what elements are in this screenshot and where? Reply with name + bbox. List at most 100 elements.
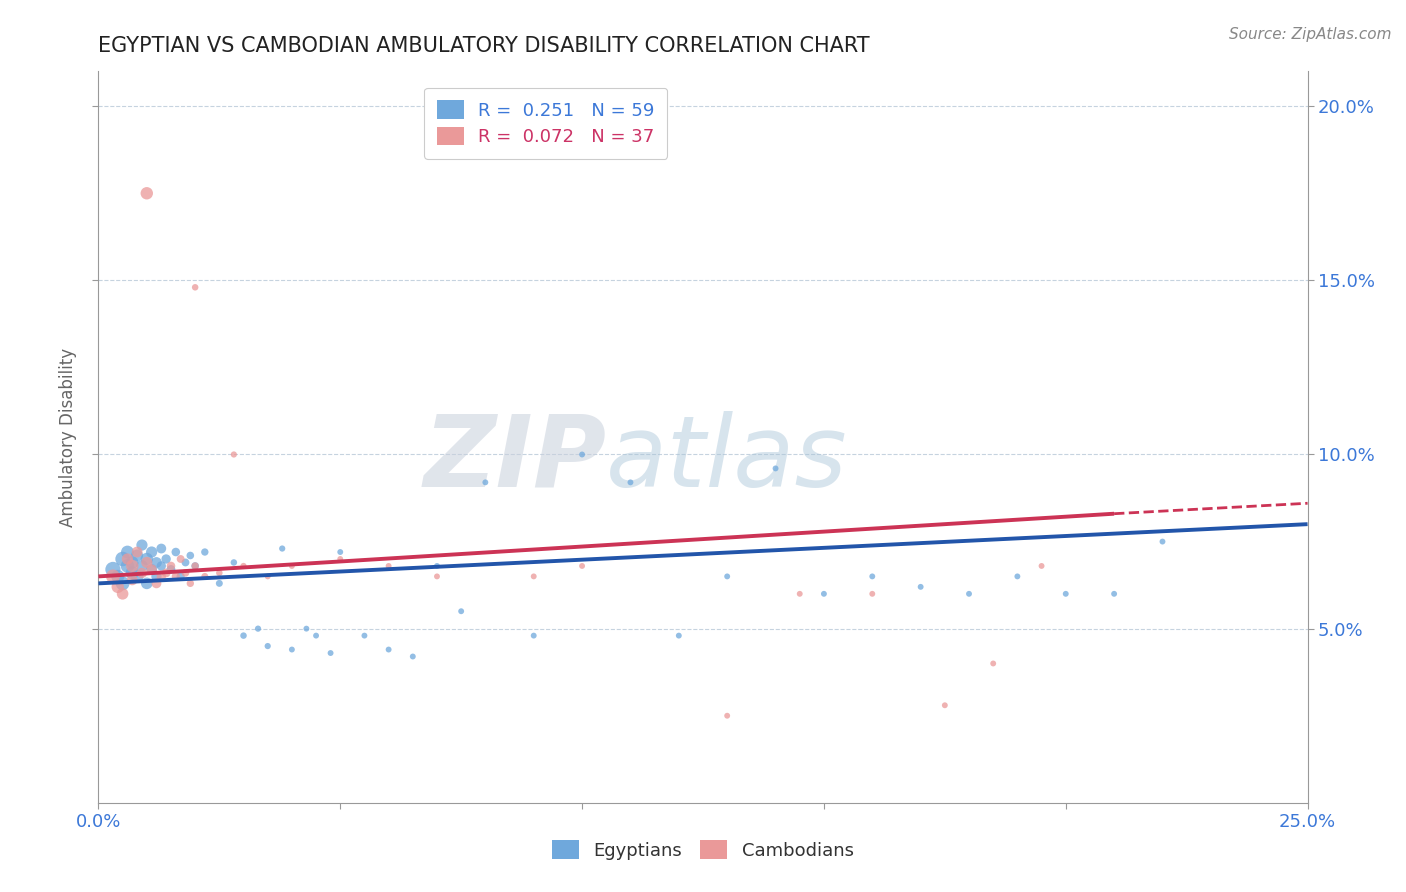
- Point: [111, 576, 134, 591]
- Point: [117, 558, 139, 573]
- Point: [426, 558, 449, 573]
- Point: [101, 562, 124, 576]
- Point: [1007, 569, 1029, 583]
- Point: [319, 646, 342, 660]
- Point: [111, 552, 134, 566]
- Point: [111, 587, 134, 601]
- Point: [222, 448, 245, 462]
- Point: [135, 576, 157, 591]
- Point: [174, 566, 197, 580]
- Point: [107, 580, 129, 594]
- Point: [474, 475, 496, 490]
- Point: [232, 629, 254, 643]
- Point: [165, 569, 187, 583]
- Point: [155, 566, 177, 580]
- Point: [281, 642, 304, 657]
- Point: [121, 558, 143, 573]
- Point: [141, 545, 163, 559]
- Text: ZIP: ZIP: [423, 410, 606, 508]
- Point: [619, 475, 641, 490]
- Point: [305, 629, 328, 643]
- Point: [121, 556, 143, 570]
- Point: [194, 545, 217, 559]
- Point: [184, 558, 207, 573]
- Text: atlas: atlas: [606, 410, 848, 508]
- Point: [150, 569, 173, 583]
- Point: [860, 569, 883, 583]
- Point: [135, 556, 157, 570]
- Point: [169, 569, 191, 583]
- Point: [194, 569, 217, 583]
- Point: [184, 558, 207, 573]
- Point: [131, 538, 153, 552]
- Point: [150, 558, 173, 573]
- Point: [179, 549, 201, 563]
- Point: [127, 569, 149, 583]
- Point: [208, 576, 231, 591]
- Point: [160, 562, 183, 576]
- Point: [155, 552, 177, 566]
- Point: [402, 649, 425, 664]
- Point: [256, 639, 278, 653]
- Point: [141, 562, 163, 576]
- Point: [127, 549, 149, 563]
- Point: [208, 566, 231, 580]
- Point: [145, 569, 167, 583]
- Point: [377, 558, 399, 573]
- Legend: Egyptians, Cambodians: Egyptians, Cambodians: [546, 833, 860, 867]
- Point: [131, 566, 153, 580]
- Point: [131, 558, 153, 573]
- Point: [668, 629, 690, 643]
- Point: [1152, 534, 1174, 549]
- Point: [256, 569, 278, 583]
- Point: [523, 629, 546, 643]
- Point: [295, 622, 318, 636]
- Point: [174, 556, 197, 570]
- Point: [813, 587, 835, 601]
- Point: [127, 545, 149, 559]
- Point: [169, 552, 191, 566]
- Point: [184, 280, 207, 294]
- Point: [160, 558, 183, 573]
- Point: [716, 569, 738, 583]
- Point: [117, 545, 139, 559]
- Point: [271, 541, 294, 556]
- Point: [860, 587, 883, 601]
- Point: [135, 552, 157, 566]
- Point: [523, 569, 546, 583]
- Point: [179, 576, 201, 591]
- Point: [121, 573, 143, 587]
- Point: [426, 569, 449, 583]
- Text: Source: ZipAtlas.com: Source: ZipAtlas.com: [1229, 27, 1392, 42]
- Point: [934, 698, 956, 713]
- Point: [247, 622, 270, 636]
- Point: [1054, 587, 1077, 601]
- Point: [957, 587, 980, 601]
- Point: [329, 545, 352, 559]
- Point: [107, 569, 129, 583]
- Point: [145, 576, 167, 591]
- Point: [910, 580, 932, 594]
- Point: [1031, 558, 1053, 573]
- Point: [141, 562, 163, 576]
- Point: [101, 569, 124, 583]
- Point: [981, 657, 1004, 671]
- Point: [135, 186, 157, 201]
- Text: EGYPTIAN VS CAMBODIAN AMBULATORY DISABILITY CORRELATION CHART: EGYPTIAN VS CAMBODIAN AMBULATORY DISABIL…: [98, 36, 870, 55]
- Point: [121, 566, 143, 580]
- Point: [232, 558, 254, 573]
- Point: [377, 642, 399, 657]
- Point: [450, 604, 472, 618]
- Point: [789, 587, 811, 601]
- Point: [716, 708, 738, 723]
- Point: [165, 545, 187, 559]
- Point: [222, 556, 245, 570]
- Point: [145, 556, 167, 570]
- Point: [765, 461, 787, 475]
- Point: [353, 629, 375, 643]
- Point: [571, 448, 593, 462]
- Point: [281, 558, 304, 573]
- Point: [150, 541, 173, 556]
- Y-axis label: Ambulatory Disability: Ambulatory Disability: [59, 348, 77, 526]
- Point: [329, 552, 352, 566]
